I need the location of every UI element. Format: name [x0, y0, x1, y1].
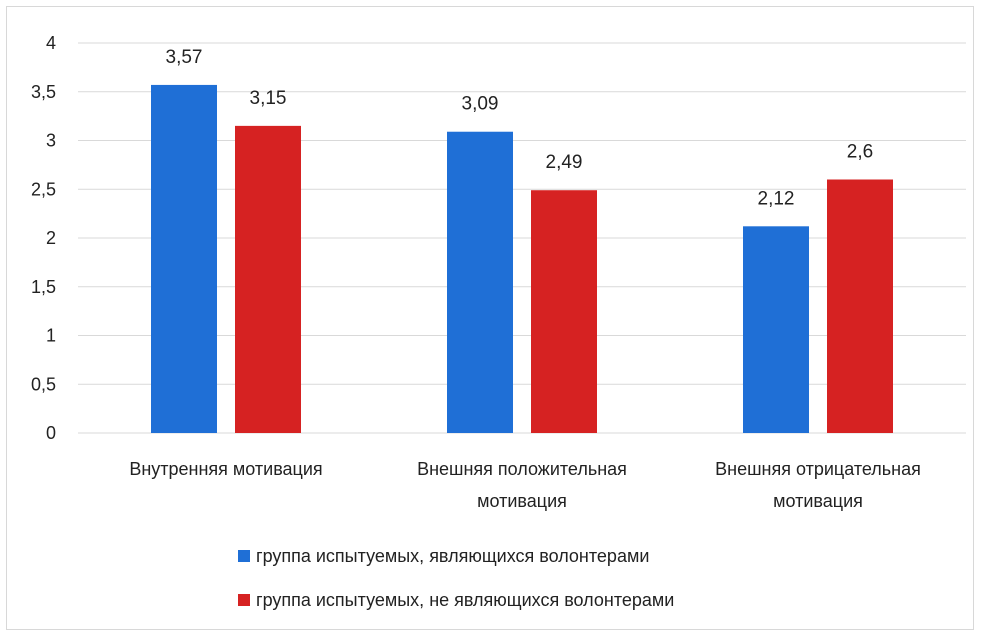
- data-label: 2,6: [847, 142, 873, 163]
- bar-volunteers: [151, 84, 217, 434]
- y-tick-label: 4: [46, 33, 56, 53]
- x-category-label: мотивация: [773, 491, 863, 511]
- y-tick-label: 3,5: [31, 82, 56, 102]
- y-tick-label: 3: [46, 131, 56, 151]
- data-label: 3,15: [250, 88, 287, 109]
- bar-non-volunteers: [235, 125, 301, 433]
- x-category-label: Внутренняя мотивация: [129, 459, 322, 479]
- y-tick-label: 0,5: [31, 374, 56, 394]
- y-tick-label: 2: [46, 228, 56, 248]
- data-label: 3,57: [166, 47, 203, 68]
- bar-volunteers: [447, 131, 513, 433]
- y-tick-label: 1: [46, 326, 56, 346]
- y-tick-label: 2,5: [31, 179, 56, 199]
- legend-swatch: [238, 594, 250, 606]
- y-tick-label: 0: [46, 423, 56, 443]
- data-label: 2,12: [758, 188, 795, 209]
- bar-non-volunteers: [827, 179, 893, 433]
- bar-volunteers: [743, 226, 809, 433]
- legend-swatch: [238, 550, 250, 562]
- bar-non-volunteers: [531, 190, 597, 433]
- data-label: 2,49: [546, 152, 583, 173]
- x-category-label: мотивация: [477, 491, 567, 511]
- legend-entry: группа испытуемых, являющихся волонтерам…: [256, 546, 649, 566]
- legend-entry: группа испытуемых, не являющихся волонте…: [256, 590, 674, 610]
- data-label: 3,09: [462, 94, 499, 115]
- y-tick-label: 1,5: [31, 277, 56, 297]
- x-category-label: Внешняя положительная: [417, 459, 627, 479]
- x-category-label: Внешняя отрицательная: [715, 459, 921, 479]
